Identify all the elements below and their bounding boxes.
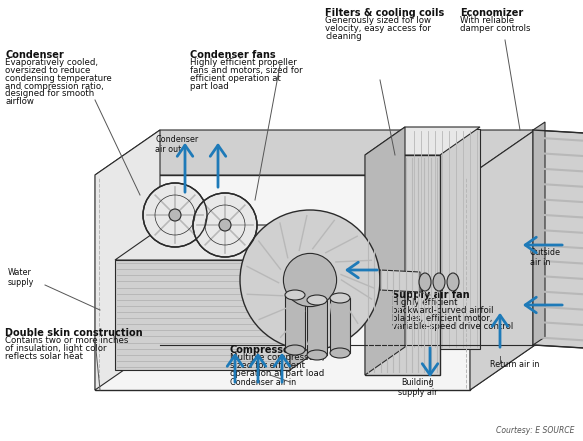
Ellipse shape bbox=[330, 293, 350, 303]
Text: of insulation, light color: of insulation, light color bbox=[5, 344, 107, 353]
Polygon shape bbox=[380, 270, 420, 292]
Circle shape bbox=[193, 193, 257, 257]
Polygon shape bbox=[365, 127, 480, 155]
Text: blades, efficient motor,: blades, efficient motor, bbox=[392, 314, 493, 323]
Ellipse shape bbox=[419, 273, 431, 291]
Polygon shape bbox=[115, 225, 340, 260]
Text: Contains two or more inches: Contains two or more inches bbox=[5, 336, 128, 345]
Text: airflow: airflow bbox=[5, 97, 34, 106]
Text: Generously sized for low: Generously sized for low bbox=[325, 16, 431, 26]
Text: designed for smooth: designed for smooth bbox=[5, 90, 94, 98]
Text: Economizer: Economizer bbox=[460, 8, 524, 18]
Text: velocity, easy access for: velocity, easy access for bbox=[325, 24, 431, 33]
Circle shape bbox=[169, 209, 181, 221]
Circle shape bbox=[240, 210, 380, 350]
Text: oversized to reduce: oversized to reduce bbox=[5, 66, 90, 75]
Polygon shape bbox=[365, 127, 405, 375]
Text: Return air in: Return air in bbox=[490, 360, 539, 369]
Polygon shape bbox=[410, 129, 480, 349]
Text: Highly efficient: Highly efficient bbox=[392, 299, 458, 307]
Text: Highly efficient propeller: Highly efficient propeller bbox=[190, 58, 297, 67]
Polygon shape bbox=[95, 130, 535, 175]
Polygon shape bbox=[470, 130, 535, 390]
Polygon shape bbox=[285, 295, 305, 350]
Circle shape bbox=[143, 183, 207, 247]
Text: With reliable: With reliable bbox=[460, 16, 514, 26]
Polygon shape bbox=[290, 225, 340, 370]
Text: Filters & cooling coils: Filters & cooling coils bbox=[325, 8, 444, 18]
Ellipse shape bbox=[307, 295, 327, 305]
Text: and compression ratio,: and compression ratio, bbox=[5, 82, 104, 91]
Ellipse shape bbox=[285, 345, 305, 355]
Text: Outside
air in: Outside air in bbox=[530, 248, 561, 267]
Text: Compressors: Compressors bbox=[230, 345, 301, 355]
Text: damper controls: damper controls bbox=[460, 24, 531, 33]
Text: Condenser air in: Condenser air in bbox=[230, 378, 296, 387]
Text: backward-curved airfoil: backward-curved airfoil bbox=[392, 306, 493, 315]
Text: Water
supply: Water supply bbox=[8, 268, 34, 288]
Circle shape bbox=[283, 254, 336, 306]
Ellipse shape bbox=[447, 273, 459, 291]
Text: reflects solar heat: reflects solar heat bbox=[5, 352, 83, 361]
Text: condensing temperature: condensing temperature bbox=[5, 74, 112, 83]
Polygon shape bbox=[115, 260, 290, 370]
Polygon shape bbox=[533, 122, 545, 345]
Ellipse shape bbox=[330, 348, 350, 358]
Text: Supply air fan: Supply air fan bbox=[392, 290, 470, 300]
Text: sized for efficient: sized for efficient bbox=[230, 361, 305, 370]
Text: Building
supply air: Building supply air bbox=[398, 378, 438, 397]
Text: Courtesy: E SOURCE: Courtesy: E SOURCE bbox=[497, 426, 575, 435]
Text: Condenser
air out: Condenser air out bbox=[155, 135, 198, 154]
Polygon shape bbox=[533, 130, 583, 350]
Polygon shape bbox=[365, 155, 440, 375]
Polygon shape bbox=[307, 300, 327, 355]
Text: efficient operation at: efficient operation at bbox=[190, 74, 281, 83]
Text: Evaporatively cooled,: Evaporatively cooled, bbox=[5, 58, 98, 67]
Text: Condenser: Condenser bbox=[5, 50, 64, 60]
Text: variable-speed drive control: variable-speed drive control bbox=[392, 321, 513, 331]
Circle shape bbox=[219, 219, 231, 231]
Polygon shape bbox=[95, 175, 470, 390]
Text: Condenser fans: Condenser fans bbox=[190, 50, 276, 60]
Text: part load: part load bbox=[190, 82, 229, 91]
Text: Double skin construction: Double skin construction bbox=[5, 328, 143, 338]
Ellipse shape bbox=[285, 290, 305, 300]
Text: Multiple compressors,: Multiple compressors, bbox=[230, 353, 325, 363]
Polygon shape bbox=[95, 130, 160, 390]
Polygon shape bbox=[95, 345, 535, 390]
Ellipse shape bbox=[433, 273, 445, 291]
Polygon shape bbox=[330, 298, 350, 353]
Ellipse shape bbox=[307, 350, 327, 360]
Text: operation at part load: operation at part load bbox=[230, 369, 324, 378]
Text: fans and motors, sized for: fans and motors, sized for bbox=[190, 66, 303, 75]
Text: cleaning: cleaning bbox=[325, 32, 361, 41]
